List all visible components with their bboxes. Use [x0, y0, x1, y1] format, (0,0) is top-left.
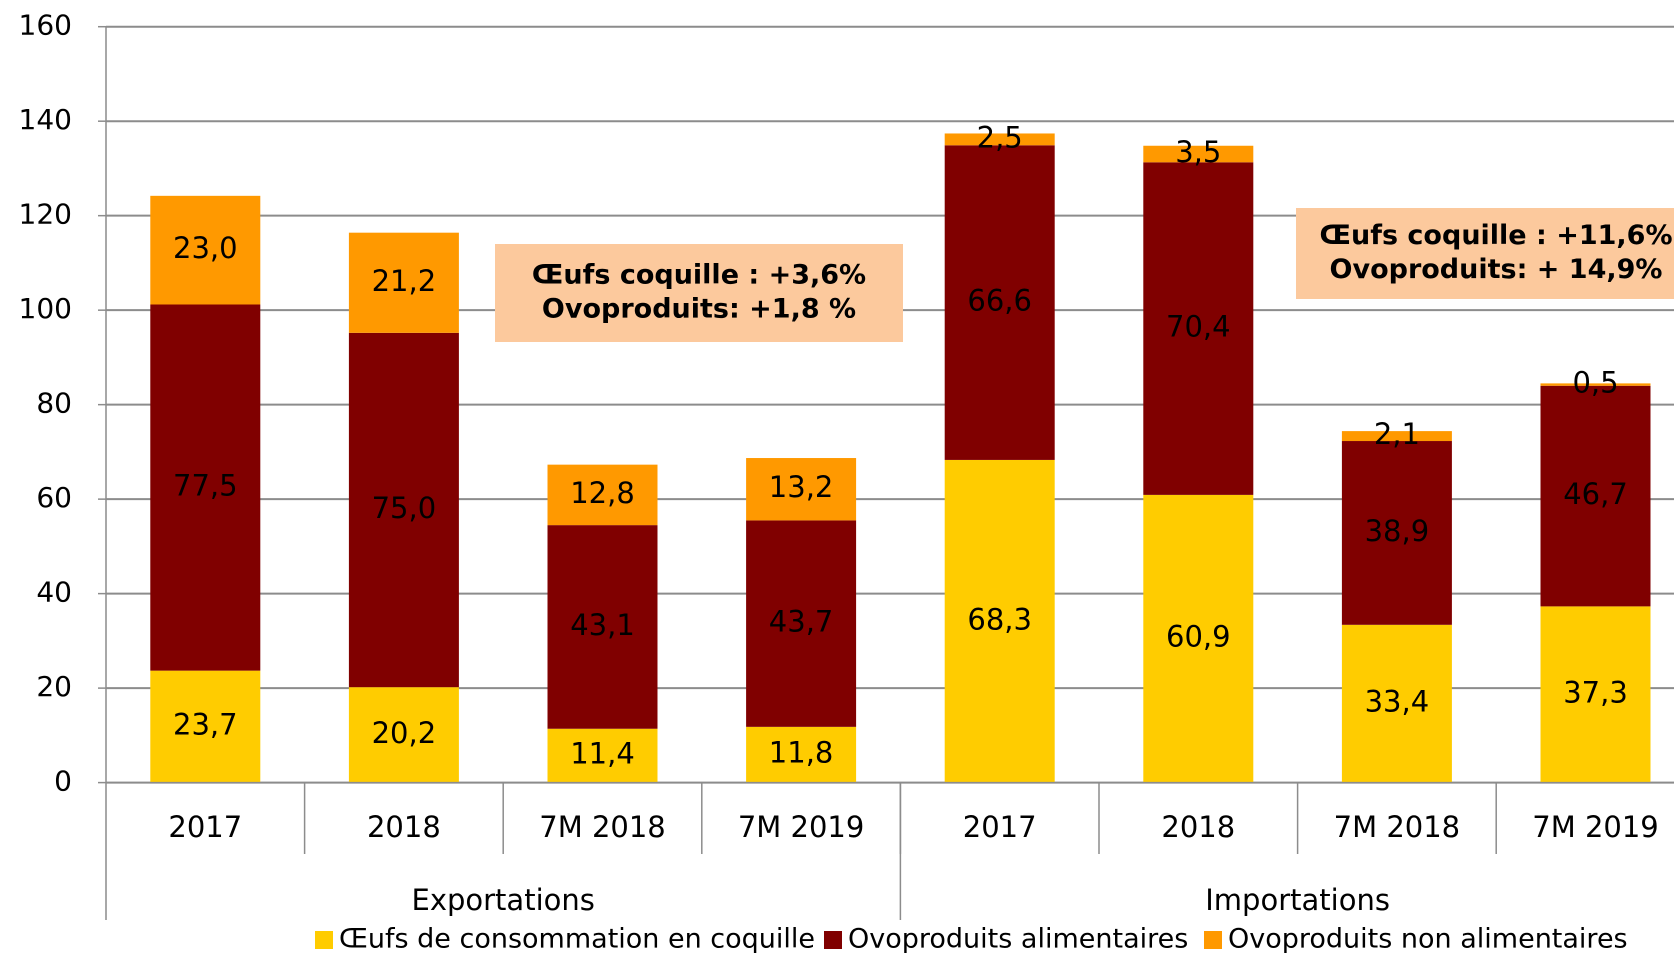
x-tick-label: 2018: [367, 810, 441, 844]
legend-swatch: [1204, 931, 1222, 949]
bar-segment: [1341, 624, 1452, 783]
data-label: 43,1: [570, 608, 635, 642]
bar-segment: [1540, 385, 1651, 607]
bar-segment: [547, 728, 658, 783]
legend-label: Ovoproduits alimentaires: [848, 924, 1188, 955]
annotation-text: Ovoproduits: +1,8 %: [542, 294, 856, 325]
annotation-box: [495, 244, 903, 342]
annotation-text: Œufs coquille : +11,6%: [1319, 220, 1672, 251]
x-tick-label: 7M 2019: [1532, 810, 1659, 844]
data-label: 66,6: [967, 284, 1032, 318]
data-label: 68,3: [967, 602, 1032, 636]
bar-segment: [944, 459, 1055, 783]
bar-segment: [547, 464, 658, 526]
data-label: 20,2: [372, 716, 437, 750]
bar-segment: [150, 670, 261, 783]
annotation-text: Ovoproduits: + 14,9%: [1330, 254, 1663, 285]
legend-label: Œufs de consommation en coquille: [339, 924, 815, 955]
bar-segment: [746, 520, 857, 727]
bar-segment: [1143, 145, 1254, 163]
group-label: Exportations: [412, 883, 595, 917]
legend-swatch: [315, 931, 333, 949]
bar-segment: [150, 195, 261, 305]
x-tick-label: 2018: [1161, 810, 1235, 844]
y-tick-label: 120: [19, 198, 72, 231]
data-label: 43,7: [769, 605, 834, 639]
annotation-text: Œufs coquille : +3,6%: [532, 260, 866, 291]
data-label: 70,4: [1166, 310, 1231, 344]
x-tick-label: 2017: [168, 810, 242, 844]
y-tick-label: 40: [36, 576, 72, 609]
bar-segment: [746, 726, 857, 783]
x-tick-label: 7M 2019: [738, 810, 865, 844]
y-tick-label: 100: [19, 292, 72, 325]
data-label: 77,5: [173, 469, 238, 503]
bar-segment: [547, 525, 658, 729]
data-label: 23,0: [173, 231, 238, 265]
bar-segment: [1143, 494, 1254, 783]
legend-label: Ovoproduits non alimentaires: [1228, 924, 1628, 955]
bar-segment: [1341, 431, 1452, 442]
bar-segment: [944, 133, 1055, 146]
data-label: 3,5: [1175, 135, 1221, 169]
data-label: 46,7: [1563, 477, 1628, 511]
data-label: 75,0: [372, 491, 437, 525]
bar-segment: [348, 332, 459, 688]
bar-segment: [150, 304, 261, 671]
x-tick-label: 2017: [963, 810, 1037, 844]
bar-segment: [1341, 441, 1452, 625]
legend-swatch: [824, 931, 842, 949]
data-label: 12,8: [570, 476, 635, 510]
bar-segment: [1540, 383, 1651, 386]
data-label: 2,5: [977, 120, 1023, 154]
data-label: 37,3: [1563, 675, 1628, 709]
data-label: 60,9: [1166, 620, 1231, 654]
data-label: 11,8: [769, 736, 834, 770]
bar-segment: [944, 145, 1055, 460]
bar-segment: [1143, 162, 1254, 495]
data-label: 38,9: [1365, 514, 1430, 548]
data-label: 13,2: [769, 470, 834, 504]
data-label: 11,4: [570, 737, 635, 771]
x-tick-label: 7M 2018: [539, 810, 666, 844]
y-tick-label: 0: [54, 765, 72, 798]
bar-segment: [348, 232, 459, 333]
bar-segment: [746, 458, 857, 521]
data-label: 0,5: [1572, 366, 1618, 400]
annotation-box: [1296, 208, 1674, 299]
y-tick-label: 20: [36, 670, 72, 703]
y-tick-label: 60: [36, 481, 72, 514]
group-label: Importations: [1205, 883, 1390, 917]
data-label: 2,1: [1374, 417, 1420, 451]
data-label: 21,2: [372, 264, 437, 298]
x-tick-label: 7M 2018: [1334, 810, 1461, 844]
bar-segment: [348, 687, 459, 783]
data-label: 23,7: [173, 708, 238, 742]
data-label: 33,4: [1365, 685, 1430, 719]
y-tick-label: 80: [36, 387, 72, 420]
bar-segment: [1540, 606, 1651, 783]
y-tick-label: 140: [19, 103, 72, 136]
y-tick-label: 160: [19, 9, 72, 42]
